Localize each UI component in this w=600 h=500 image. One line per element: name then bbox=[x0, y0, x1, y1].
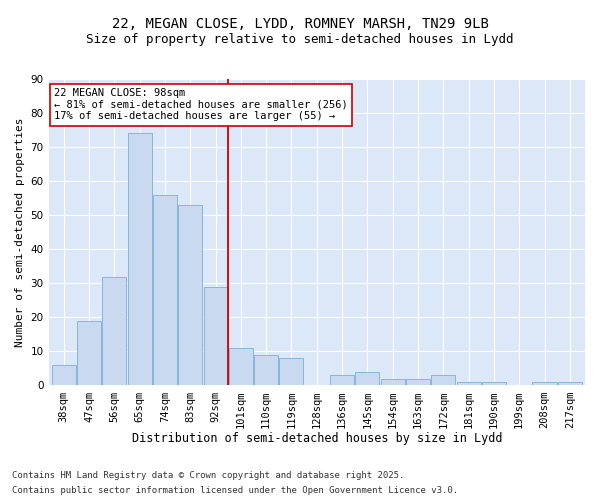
Text: Contains public sector information licensed under the Open Government Licence v3: Contains public sector information licen… bbox=[12, 486, 458, 495]
Y-axis label: Number of semi-detached properties: Number of semi-detached properties bbox=[15, 118, 25, 347]
Bar bbox=[203, 286, 227, 386]
Text: 22, MEGAN CLOSE, LYDD, ROMNEY MARSH, TN29 9LB: 22, MEGAN CLOSE, LYDD, ROMNEY MARSH, TN2… bbox=[112, 18, 488, 32]
Bar bbox=[229, 348, 253, 386]
Bar bbox=[482, 382, 506, 386]
Bar bbox=[330, 376, 354, 386]
Bar bbox=[457, 382, 481, 386]
Bar bbox=[558, 382, 582, 386]
Bar bbox=[77, 321, 101, 386]
Bar bbox=[280, 358, 304, 386]
Text: Contains HM Land Registry data © Crown copyright and database right 2025.: Contains HM Land Registry data © Crown c… bbox=[12, 471, 404, 480]
Bar bbox=[52, 365, 76, 386]
Text: Size of property relative to semi-detached houses in Lydd: Size of property relative to semi-detach… bbox=[86, 32, 514, 46]
Bar bbox=[355, 372, 379, 386]
Bar bbox=[254, 355, 278, 386]
Bar bbox=[178, 205, 202, 386]
Bar bbox=[406, 378, 430, 386]
Bar bbox=[380, 378, 405, 386]
X-axis label: Distribution of semi-detached houses by size in Lydd: Distribution of semi-detached houses by … bbox=[131, 432, 502, 445]
Bar bbox=[128, 134, 152, 386]
Bar bbox=[153, 195, 177, 386]
Bar bbox=[532, 382, 557, 386]
Text: 22 MEGAN CLOSE: 98sqm
← 81% of semi-detached houses are smaller (256)
17% of sem: 22 MEGAN CLOSE: 98sqm ← 81% of semi-deta… bbox=[54, 88, 347, 122]
Bar bbox=[103, 276, 127, 386]
Bar bbox=[431, 376, 455, 386]
